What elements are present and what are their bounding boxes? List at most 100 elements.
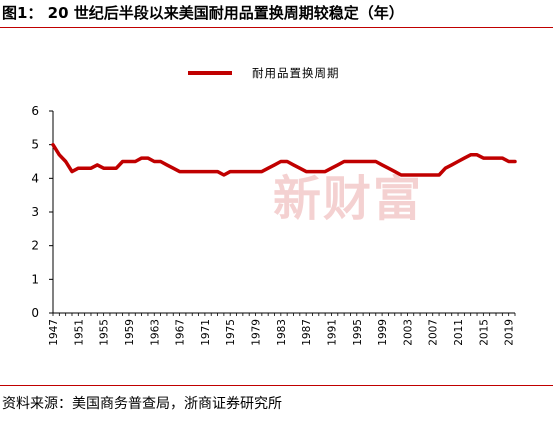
data-point xyxy=(501,157,504,160)
source-note: 资料来源：美国商务普查局，浙商证券研究所 xyxy=(2,396,282,412)
data-point xyxy=(229,170,232,173)
data-point xyxy=(197,170,200,173)
x-tick-label: 1951 xyxy=(73,319,85,346)
data-point xyxy=(374,160,377,163)
legend-label: 耐用品置换周期 xyxy=(252,66,340,80)
y-tick-label: 3 xyxy=(31,205,39,219)
data-point xyxy=(64,160,67,163)
data-point xyxy=(83,167,86,170)
chart-title: 图1： 20 世纪后半段以来美国耐用品置换周期较稳定（年） xyxy=(2,4,404,22)
data-point xyxy=(260,170,263,173)
data-point xyxy=(406,174,409,177)
data-point xyxy=(362,160,365,163)
data-point xyxy=(444,167,447,170)
data-point xyxy=(241,170,244,173)
data-point xyxy=(469,153,472,156)
data-point xyxy=(248,170,251,173)
data-point xyxy=(71,170,74,173)
data-point xyxy=(52,143,55,146)
data-point xyxy=(305,170,308,173)
title-divider xyxy=(0,27,553,28)
watermark: 新财富 xyxy=(273,171,423,227)
x-tick-label: 2019 xyxy=(504,319,516,346)
data-point xyxy=(514,160,517,163)
data-point xyxy=(457,160,460,163)
data-point xyxy=(127,160,130,163)
data-point xyxy=(393,170,396,173)
data-point xyxy=(450,163,453,166)
data-point xyxy=(286,160,289,163)
y-tick-label: 4 xyxy=(31,171,39,185)
data-point xyxy=(96,163,99,166)
data-point xyxy=(146,157,149,160)
x-tick-label: 1971 xyxy=(200,319,212,346)
data-point xyxy=(495,157,498,160)
x-tick-label: 1959 xyxy=(124,319,136,346)
data-point xyxy=(102,167,105,170)
data-point xyxy=(298,167,301,170)
data-point xyxy=(412,174,415,177)
data-point xyxy=(121,160,124,163)
x-tick-label: 1983 xyxy=(276,319,288,346)
data-point xyxy=(387,167,390,170)
data-point xyxy=(336,163,339,166)
data-point xyxy=(203,170,206,173)
data-point xyxy=(273,163,276,166)
data-point xyxy=(349,160,352,163)
chart-area: 新财富 耐用品置换周期 0 1 2 3 4 5 6 1947 1951 1955 1959 1963 1… xyxy=(31,66,517,346)
x-tick-label: 1975 xyxy=(225,319,237,346)
x-tick-label: 1991 xyxy=(326,319,338,346)
data-point xyxy=(355,160,358,163)
data-point xyxy=(488,157,491,160)
data-point xyxy=(58,153,61,156)
x-tick-label: 1987 xyxy=(301,319,313,346)
data-point xyxy=(159,160,162,163)
data-point xyxy=(267,167,270,170)
x-tick-label: 1955 xyxy=(99,319,111,346)
x-tick-label: 1999 xyxy=(377,319,389,346)
data-point xyxy=(425,174,428,177)
data-point xyxy=(140,157,143,160)
data-point xyxy=(279,160,282,163)
data-point xyxy=(109,167,112,170)
y-tick-label: 0 xyxy=(31,306,39,320)
series-layer xyxy=(51,142,517,177)
x-tick-label: 2015 xyxy=(478,319,490,346)
data-point xyxy=(438,174,441,177)
data-point xyxy=(191,170,194,173)
x-tick-label: 2007 xyxy=(428,319,440,346)
x-tick-label: 1979 xyxy=(251,319,263,346)
y-tick-label: 6 xyxy=(31,104,39,118)
data-point xyxy=(77,167,80,170)
data-point xyxy=(507,160,510,163)
data-point xyxy=(419,174,422,177)
data-point xyxy=(165,163,168,166)
data-point xyxy=(482,157,485,160)
data-point xyxy=(184,170,187,173)
x-tick-label: 2011 xyxy=(453,319,465,346)
y-tick-label: 2 xyxy=(31,239,39,253)
data-point xyxy=(115,167,118,170)
source-divider xyxy=(0,385,553,386)
data-point xyxy=(90,167,93,170)
data-point xyxy=(292,163,295,166)
data-point xyxy=(254,170,257,173)
data-point xyxy=(216,170,219,173)
series-line-durable-goods-replacement-cycle xyxy=(51,142,517,177)
x-tick-label: 2003 xyxy=(402,319,414,346)
data-point xyxy=(311,170,314,173)
data-point xyxy=(343,160,346,163)
data-point xyxy=(400,174,403,177)
legend: 耐用品置换周期 xyxy=(188,66,340,80)
x-tick-label: 1963 xyxy=(149,319,161,346)
data-point xyxy=(324,170,327,173)
data-point xyxy=(476,153,479,156)
x-tick-label: 1967 xyxy=(175,319,187,346)
data-point xyxy=(178,170,181,173)
data-point xyxy=(317,170,320,173)
watermark-text: 新财富 xyxy=(273,171,423,227)
x-tick-label: 1947 xyxy=(48,319,60,346)
data-point xyxy=(330,167,333,170)
data-point xyxy=(235,170,238,173)
data-point xyxy=(172,167,175,170)
